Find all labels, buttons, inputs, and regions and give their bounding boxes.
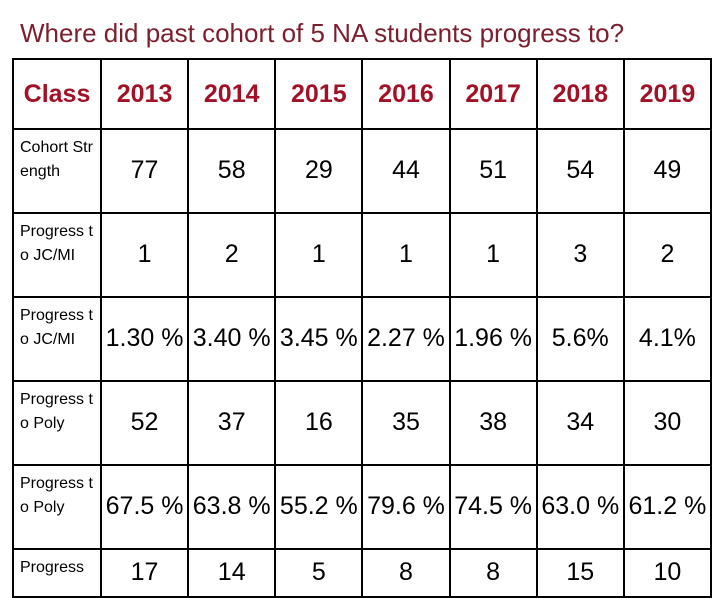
table-cell: 38 bbox=[448, 380, 538, 466]
table-row: Progress to Poly 52 37 16 35 38 34 30 bbox=[12, 380, 713, 466]
table-cell: 79.6 % bbox=[361, 464, 451, 550]
table-row: Progress 17 14 5 8 8 15 10 bbox=[12, 548, 713, 598]
header-year: 2015 bbox=[274, 58, 364, 130]
header-year: 2019 bbox=[622, 58, 713, 130]
table-cell: 44 bbox=[361, 128, 451, 214]
table-cell: 3.40 % bbox=[187, 296, 277, 382]
header-year: 2016 bbox=[361, 58, 451, 130]
table-cell: 67.5 % bbox=[99, 464, 190, 550]
table-row: Progress to JC/MI 1 2 1 1 1 3 2 bbox=[12, 212, 713, 298]
table-cell: 2.27 % bbox=[361, 296, 451, 382]
table-row: Progress to Poly 67.5 % 63.8 % 55.2 % 79… bbox=[12, 464, 713, 550]
table-cell: 2 bbox=[187, 212, 277, 298]
table-cell: 52 bbox=[99, 380, 190, 466]
row-label: Progress bbox=[12, 548, 102, 598]
table-cell: 2 bbox=[622, 212, 713, 298]
table-cell: 17 bbox=[99, 548, 190, 598]
row-label: Progress to JC/MI bbox=[12, 296, 102, 382]
table-cell: 1 bbox=[361, 212, 451, 298]
row-label: Progress to Poly bbox=[12, 380, 102, 466]
header-year: 2017 bbox=[448, 58, 538, 130]
table-cell: 63.0 % bbox=[535, 464, 625, 550]
table-cell: 1 bbox=[448, 212, 538, 298]
row-label: Progress to JC/MI bbox=[12, 212, 102, 298]
table-cell: 49 bbox=[622, 128, 713, 214]
table-cell: 5.6% bbox=[535, 296, 625, 382]
header-year: 2014 bbox=[187, 58, 277, 130]
table-cell: 8 bbox=[448, 548, 538, 598]
table-cell: 1 bbox=[274, 212, 364, 298]
table-cell: 1.96 % bbox=[448, 296, 538, 382]
table-cell: 14 bbox=[187, 548, 277, 598]
table-cell: 15 bbox=[535, 548, 625, 598]
page-title: Where did past cohort of 5 NA students p… bbox=[20, 18, 625, 48]
table-cell: 77 bbox=[99, 128, 190, 214]
table-cell: 29 bbox=[274, 128, 364, 214]
row-label: Progress to Poly bbox=[12, 464, 102, 550]
table-cell: 10 bbox=[622, 548, 713, 598]
table-cell: 58 bbox=[187, 128, 277, 214]
table-cell: 4.1% bbox=[622, 296, 713, 382]
table-cell: 8 bbox=[361, 548, 451, 598]
table-cell: 51 bbox=[448, 128, 538, 214]
table-cell: 1 bbox=[99, 212, 190, 298]
table-cell: 1.30 % bbox=[99, 296, 190, 382]
header-row: Class 2013 2014 2015 2016 2017 2018 2019 bbox=[12, 58, 713, 130]
table-cell: 3 bbox=[535, 212, 625, 298]
header-class: Class bbox=[12, 58, 102, 130]
table-row: Progress to JC/MI 1.30 % 3.40 % 3.45 % 2… bbox=[12, 296, 713, 382]
table-cell: 54 bbox=[535, 128, 625, 214]
table-row: Cohort Strength 77 58 29 44 51 54 49 bbox=[12, 128, 713, 214]
header-year: 2013 bbox=[99, 58, 190, 130]
cohort-progress-table: Class 2013 2014 2015 2016 2017 2018 2019… bbox=[12, 58, 713, 598]
row-label: Cohort Strength bbox=[12, 128, 102, 214]
table-cell: 30 bbox=[622, 380, 713, 466]
table-cell: 3.45 % bbox=[274, 296, 364, 382]
table-cell: 5 bbox=[274, 548, 364, 598]
table-cell: 35 bbox=[361, 380, 451, 466]
table-cell: 61.2 % bbox=[622, 464, 713, 550]
table-cell: 63.8 % bbox=[187, 464, 277, 550]
table-cell: 37 bbox=[187, 380, 277, 466]
table-cell: 16 bbox=[274, 380, 364, 466]
table-cell: 55.2 % bbox=[274, 464, 364, 550]
table-cell: 34 bbox=[535, 380, 625, 466]
header-year: 2018 bbox=[535, 58, 625, 130]
table-cell: 74.5 % bbox=[448, 464, 538, 550]
